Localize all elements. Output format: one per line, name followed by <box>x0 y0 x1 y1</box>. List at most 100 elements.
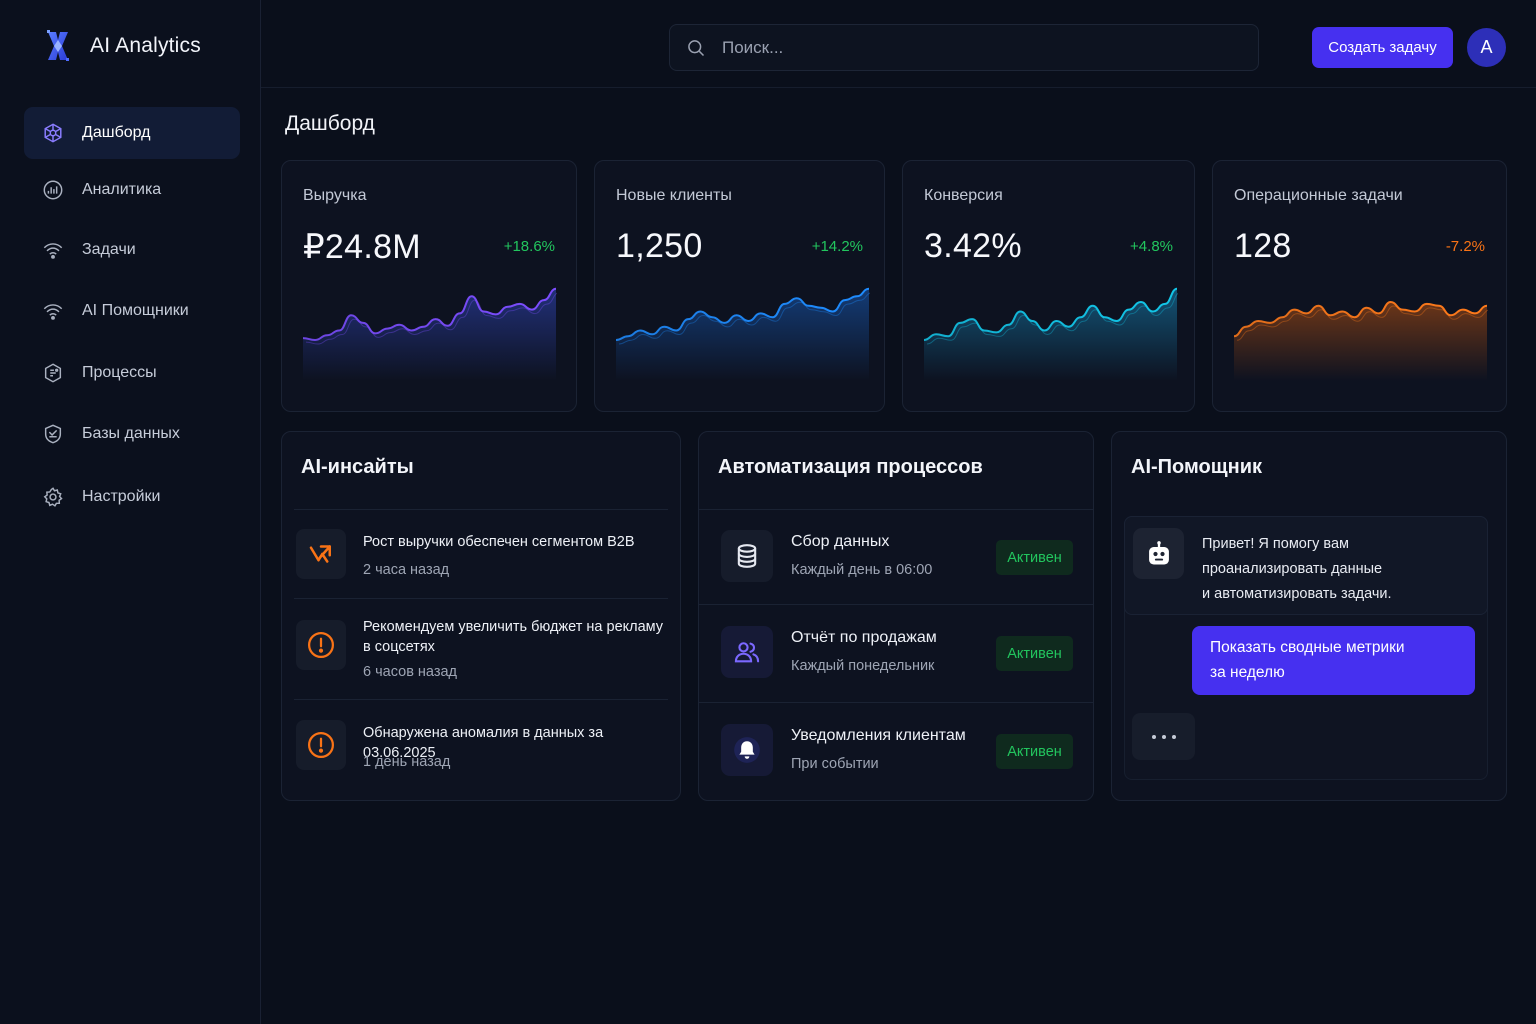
panel-title: AI-Помощник <box>1131 456 1262 478</box>
suggestion-line: за неделю <box>1210 664 1285 681</box>
assistant-greeting: Привет! Я помогу вам проанализировать да… <box>1202 532 1477 607</box>
insight-text: Рекомендуем увеличить бюджет на рекламу … <box>363 619 664 655</box>
status-badge: Активен <box>996 734 1073 769</box>
database-shield-icon <box>44 424 62 444</box>
assistant-panel: AI-Помощник Привет! Я помогу вам проанал… <box>1111 431 1507 801</box>
robot-icon <box>1133 528 1184 579</box>
divider <box>699 509 1093 510</box>
bell-icon <box>721 724 773 776</box>
automation-schedule: При событии <box>791 756 879 772</box>
divider <box>699 702 1093 703</box>
typing-indicator <box>1132 713 1195 760</box>
kpi-sparkline <box>1233 300 1488 381</box>
sidebar-item-label: Настройки <box>82 488 161 505</box>
sidebar-item-tasks[interactable]: Задачи <box>24 224 240 276</box>
greeting-line: проанализировать данные <box>1202 561 1383 577</box>
suggestion-line: Показать сводные метрики <box>1210 639 1405 656</box>
automation-row[interactable]: Отчёт по продажам Каждый понедельник Акт… <box>699 606 1093 702</box>
app-logo[interactable]: AI Analytics <box>44 30 201 62</box>
automation-row[interactable]: Сбор данных Каждый день в 06:00 Активен <box>699 510 1093 606</box>
alert-circle-icon <box>296 620 346 670</box>
search-icon <box>688 39 705 56</box>
automation-row[interactable]: Уведомления клиентам При событии Активен <box>699 704 1093 800</box>
sidebar-item-label: Базы данных <box>82 425 180 442</box>
kpi-label: Конверсия <box>924 187 1003 204</box>
greeting-line: Привет! Я помогу вам <box>1202 536 1349 552</box>
divider <box>699 604 1093 605</box>
sparkline-shadow <box>618 292 870 345</box>
sparkline-area <box>616 288 869 381</box>
insight-text: Обнаружена аномалия в данных за 03.06.20… <box>363 725 604 761</box>
search-input[interactable] <box>722 37 1222 58</box>
sidebar-item-label: Процессы <box>82 364 157 381</box>
kpi-delta: +4.8% <box>1130 238 1173 255</box>
chart-circle-icon <box>43 180 63 200</box>
divider <box>294 509 668 510</box>
typing-dot <box>1151 734 1156 739</box>
kpi-delta: +18.6% <box>503 238 555 255</box>
sparkline-line <box>1233 300 1488 338</box>
kpi-value: 128 <box>1234 227 1292 265</box>
sparkline-shadow <box>926 292 1178 345</box>
insight-time: 1 день назад <box>363 754 451 770</box>
sidebar-item-analytics[interactable]: Аналитика <box>24 164 240 216</box>
suggestion-button[interactable]: Показать сводные метрики за неделю <box>1192 626 1475 695</box>
divider <box>294 699 668 700</box>
panel-title: Автоматизация процессов <box>718 456 983 478</box>
automation-name: Сбор данных <box>791 533 890 550</box>
automation-panel: Автоматизация процессов Сбор данных Кажд… <box>698 431 1094 801</box>
typing-dot <box>1161 734 1166 739</box>
sparkline-area <box>924 288 1177 381</box>
greeting-line: и автоматизировать задачи. <box>1202 586 1392 602</box>
database-icon <box>721 530 773 582</box>
automation-schedule: Каждый понедельник <box>791 658 935 674</box>
sparkline-shadow <box>305 292 557 345</box>
kpi-sparkline <box>302 287 557 381</box>
create-task-button[interactable]: Создать задачу <box>1312 27 1453 68</box>
search-box[interactable] <box>669 24 1259 71</box>
sidebar-item-dashboard[interactable]: Дашборд <box>24 107 240 159</box>
sidebar-item-label: Задачи <box>82 241 136 258</box>
kpi-value: 1,250 <box>616 227 703 265</box>
sidebar-item-settings[interactable]: Настройки <box>24 471 240 523</box>
sidebar-item-ai-assistants[interactable]: AI Помощники <box>24 285 240 337</box>
automation-name: Отчёт по продажам <box>791 629 937 646</box>
kpi-card-new-clients: Новые клиенты 1,250 +14.2% <box>594 160 885 412</box>
avatar[interactable]: A <box>1467 28 1506 67</box>
kpi-delta: -7.2% <box>1445 238 1485 255</box>
gear-icon <box>43 487 63 507</box>
kpi-label: Новые клиенты <box>616 187 732 204</box>
sidebar-item-label: Аналитика <box>82 181 162 198</box>
signal-waves-icon <box>43 304 63 320</box>
sparkline-line <box>923 287 1178 341</box>
automation-name: Уведомления клиентам <box>791 727 966 744</box>
assistant-message: Привет! Я помогу вам проанализировать да… <box>1124 516 1488 615</box>
kpi-card-revenue: Выручка ₽24.8M +18.6% <box>281 160 577 412</box>
sparkline-line <box>302 287 557 342</box>
sidebar-item-processes[interactable]: Процессы <box>24 347 240 399</box>
kpi-value: ₽24.8M <box>303 228 421 266</box>
kpi-label: Операционные задачи <box>1234 187 1403 204</box>
status-badge: Активен <box>996 636 1073 671</box>
typing-dot <box>1171 734 1176 739</box>
kpi-card-conversion: Конверсия 3.42% +4.8% <box>902 160 1195 412</box>
insights-panel: AI-инсайты Рост выручки обеспечен сегмен… <box>281 431 681 801</box>
sparkline-area <box>303 288 556 381</box>
kpi-sparkline <box>615 287 870 381</box>
trend-arrow-icon <box>296 529 346 579</box>
kpi-card-operational-tasks: Операционные задачи 128 -7.2% <box>1212 160 1507 412</box>
sidebar-item-databases[interactable]: Базы данных <box>24 408 240 460</box>
sidebar-item-label: Дашборд <box>82 124 151 141</box>
users-icon <box>721 626 773 678</box>
app-name: AI Analytics <box>90 34 201 57</box>
automation-schedule: Каждый день в 06:00 <box>791 562 933 578</box>
process-cube-icon <box>44 363 62 383</box>
page-title: Дашборд <box>285 112 375 135</box>
alert-circle-icon <box>296 720 346 770</box>
kpi-value: 3.42% <box>924 227 1022 265</box>
hexagon-network-icon <box>44 123 62 143</box>
status-badge: Активен <box>996 540 1073 575</box>
kpi-sparkline <box>923 287 1178 381</box>
insight-time: 6 часов назад <box>363 664 458 680</box>
sparkline-line <box>615 287 870 341</box>
